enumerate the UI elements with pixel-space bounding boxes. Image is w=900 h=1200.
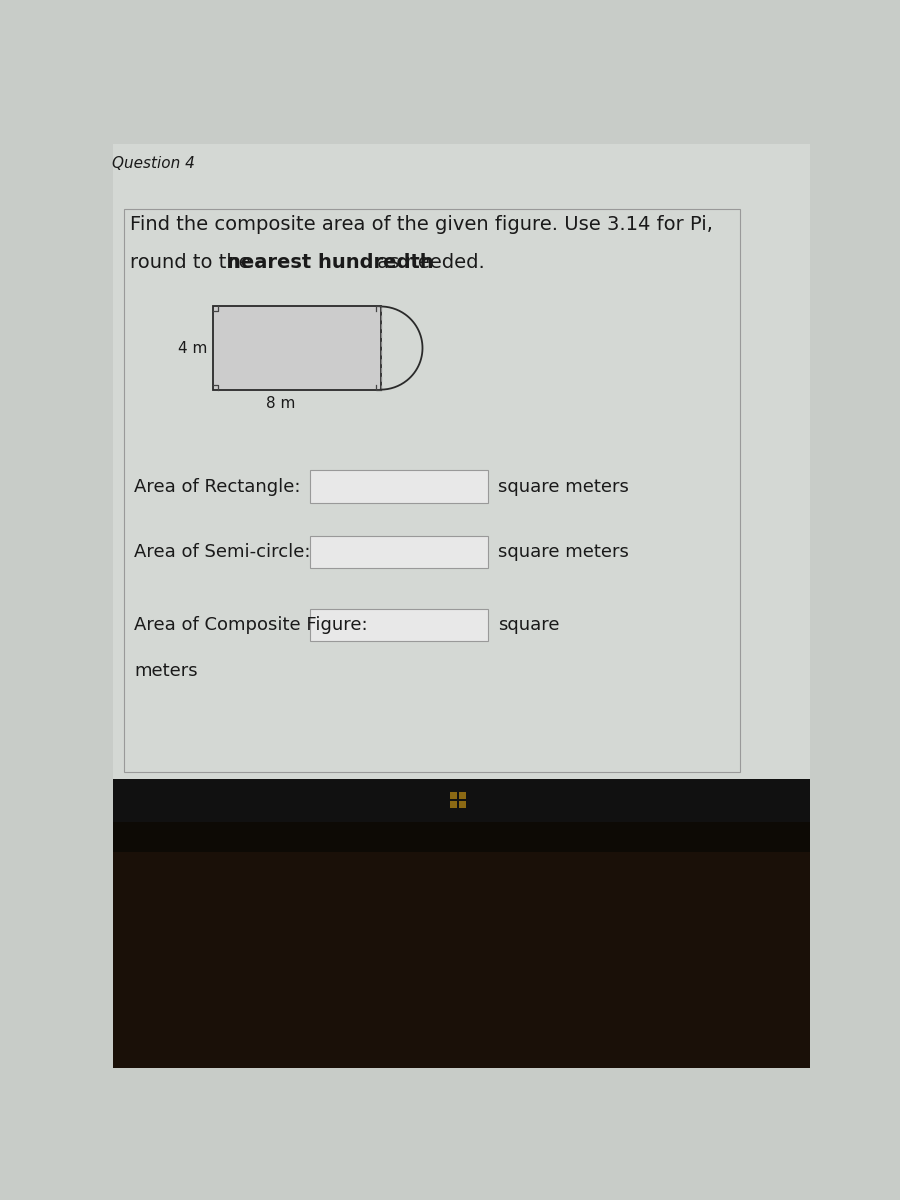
Bar [450,792,456,799]
Bar [310,536,489,569]
Text: as needed.: as needed. [371,253,484,272]
Bar [458,792,465,799]
Bar [213,306,381,390]
Bar [310,470,489,503]
Bar [112,798,810,1068]
Text: Area of Composite Figure:: Area of Composite Figure: [134,617,368,635]
Text: Area of Rectangle:: Area of Rectangle: [134,478,301,496]
Text: square meters: square meters [498,544,628,562]
Bar [112,798,810,852]
Bar [458,800,465,808]
Text: square meters: square meters [498,478,628,496]
Text: meters: meters [134,662,198,680]
Text: Area of Semi-circle:: Area of Semi-circle: [134,544,310,562]
Bar [310,610,489,642]
Bar [124,210,740,772]
Bar [112,144,810,822]
Text: Question 4: Question 4 [112,156,195,170]
Bar [450,800,456,808]
Text: round to the: round to the [130,253,256,272]
Text: 8 m: 8 m [266,396,295,410]
Text: nearest hundredth: nearest hundredth [227,253,434,272]
Text: square: square [498,617,559,635]
Bar [112,779,810,822]
Text: 4 m: 4 m [177,341,207,355]
Text: Find the composite area of the given figure. Use 3.14 for Pi,: Find the composite area of the given fig… [130,215,713,234]
